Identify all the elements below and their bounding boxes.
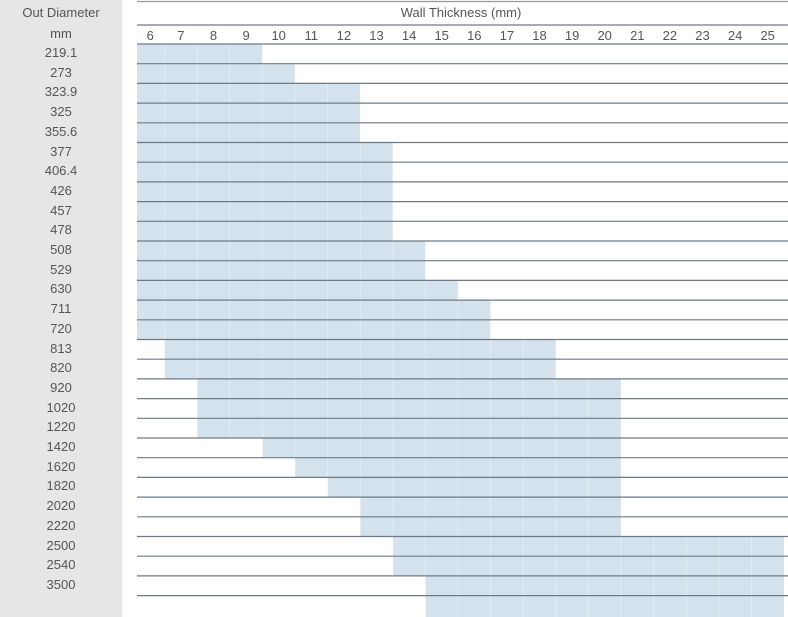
row-label: 219.1 [44,45,78,60]
range-bar-711 [137,300,491,320]
range-bar-508 [137,241,426,261]
range-bar-1420 [262,438,621,458]
range-bar-2020 [360,497,621,517]
row-label: 508 [50,242,72,257]
column-label: 19 [565,28,579,43]
range-bar-1820 [327,477,621,498]
range-bar-355.6 [137,122,361,143]
column-label: 16 [467,28,481,43]
column-label: 18 [532,28,546,43]
row-label: 711 [50,301,72,317]
range-bar-820 [164,359,556,379]
row-label: 478 [50,222,72,238]
range-bar-426 [137,181,393,202]
column-label: 23 [695,28,709,43]
row-label: 1820 [46,478,76,494]
column-label: 6 [147,28,154,43]
row-label: 2020 [46,498,76,514]
range-bar-720 [137,319,491,340]
column-label: 7 [177,28,184,43]
range-bar-920 [197,378,621,399]
column-label: 9 [242,28,249,43]
row-label: 1420 [46,439,76,454]
row-label: 2220 [46,517,76,533]
range-bar-457 [137,201,393,222]
column-label: 17 [500,28,514,43]
column-label: 20 [597,28,611,43]
row-header-column [0,0,122,617]
range-bar-325 [137,103,361,123]
range-bar-529 [137,260,426,281]
range-bar-377 [137,142,393,163]
column-label: 14 [402,28,416,43]
row-label: 355.6 [44,123,78,139]
row-label: 457 [50,202,72,218]
row-label: 630 [50,281,72,297]
range-bar-406.4 [137,162,393,182]
row-label: 529 [50,261,72,277]
column-label: 10 [271,28,285,43]
row-label: 1620 [46,458,76,474]
column-label: 15 [434,28,448,43]
row-label: 2500 [46,537,76,553]
range-bar-2540 [392,556,784,576]
range-bar-813 [164,339,556,360]
column-header-title: Wall Thickness (mm) [401,5,522,20]
row-header-unit: mm [50,26,72,41]
row-label: 820 [50,360,72,376]
range-bar-323.9 [137,83,361,104]
row-label: 720 [50,320,72,336]
column-label: 8 [210,28,217,43]
range-bar-273 [137,63,295,84]
row-label: 1220 [46,419,76,435]
range-bar-478 [137,221,393,241]
row-label: 920 [50,379,72,395]
range-bar-1020 [197,398,621,419]
range-bar-2220 [360,516,621,537]
range-bar-3500 [425,575,784,617]
row-label: 273 [50,64,72,80]
range-bar-2500 [392,536,784,557]
row-label: 406.4 [44,163,78,179]
range-bar-219.1 [137,44,263,64]
row-header-title: Out Diameter [22,5,100,20]
range-bar-1220 [197,418,621,438]
range-bar-1620 [295,457,621,478]
row-label: 813 [50,340,72,356]
row-label: 377 [50,143,72,159]
column-label: 11 [305,28,319,43]
range-bar-630 [137,280,458,301]
column-label: 21 [630,28,644,43]
column-label: 13 [369,28,383,43]
row-label: 426 [50,182,72,198]
row-label: 2540 [46,557,76,573]
column-label: 22 [663,28,677,43]
row-label: 3500 [46,576,76,592]
row-label: 325 [50,104,72,120]
row-label: 323.9 [44,84,78,100]
row-label: 1020 [46,399,76,415]
column-label: 25 [760,28,774,43]
column-label: 12 [337,28,351,43]
column-label: 24 [728,28,742,43]
